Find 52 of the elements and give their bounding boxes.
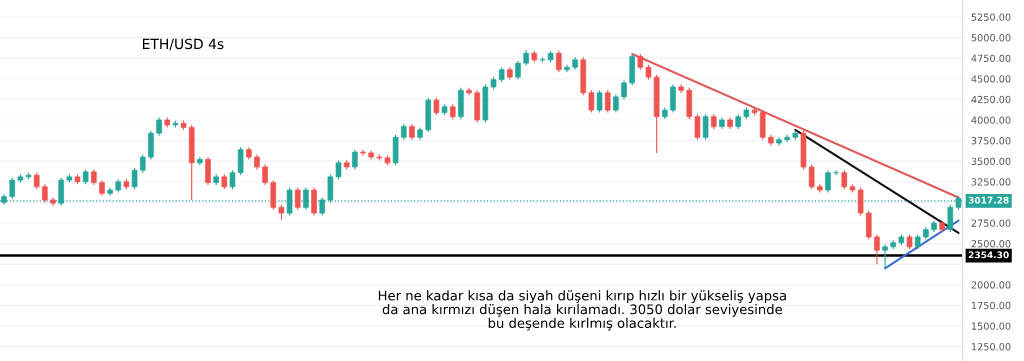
candlestick xyxy=(841,169,848,190)
candlestick xyxy=(311,186,317,217)
candlestick xyxy=(335,159,342,180)
candlestick xyxy=(564,64,570,73)
candlestick xyxy=(156,116,162,137)
candlestick xyxy=(882,243,888,269)
candlestick xyxy=(515,60,521,81)
candlestick xyxy=(621,79,627,100)
candlestick xyxy=(555,50,562,73)
candlestick xyxy=(865,210,872,241)
candlestick xyxy=(148,130,154,161)
y-tick-label: 2750.00 xyxy=(971,219,1011,227)
candlestick xyxy=(229,169,236,190)
y-tick-label: 1500.00 xyxy=(971,322,1011,330)
candlestick xyxy=(874,233,880,265)
candlestick xyxy=(808,163,815,190)
candlestick xyxy=(466,87,472,96)
y-tick-label: 4500.00 xyxy=(971,75,1011,83)
y-tick-label: 3500.00 xyxy=(971,157,1011,166)
candlestick xyxy=(833,169,839,176)
y-tick-label: 2500.00 xyxy=(971,240,1011,248)
candlestick xyxy=(588,89,595,114)
candlestick xyxy=(694,113,701,141)
candlestick xyxy=(352,149,358,170)
candlestick xyxy=(670,83,676,114)
y-tick-label: 3750.00 xyxy=(971,137,1011,145)
candlestick xyxy=(262,163,268,186)
y-tick-label: 1250.00 xyxy=(971,343,1011,351)
candlestick xyxy=(294,186,301,211)
y-tick-label: 4250.00 xyxy=(971,95,1011,104)
candlestick xyxy=(613,93,619,114)
candlestick xyxy=(825,169,831,194)
candlestick xyxy=(702,113,709,141)
y-tick-label: 1750.00 xyxy=(971,301,1011,310)
y-tick-label: 5000.00 xyxy=(971,34,1011,42)
candlestick xyxy=(947,204,954,233)
y-tick-label: 5250.00 xyxy=(971,13,1011,21)
candlestick xyxy=(604,89,611,114)
candlestick xyxy=(596,89,603,114)
candlestick xyxy=(131,167,138,190)
candlestick xyxy=(237,146,244,176)
candlestick xyxy=(205,156,211,186)
annotation: Her ne kadar kısa da siyah düşeni kırıp hızlı bir yükseliş yapsa da ana kırmızı düşen hala kırılamadı. 3050 dolar seviyesinde bu deşende kırlmış olacaktır. xyxy=(378,290,786,331)
ref-line-label: 2354.30 xyxy=(968,251,1009,259)
candlestick xyxy=(139,154,146,174)
candlestick xyxy=(42,183,48,203)
y-tick-label: 4750.00 xyxy=(971,54,1011,63)
y-tick-label: 3250.00 xyxy=(971,178,1011,186)
y-tick-label: 2000.00 xyxy=(971,281,1011,289)
text: ETH/USD 4s xyxy=(142,38,224,51)
ref-line-label: 3017.28 xyxy=(968,196,1009,204)
y-tick-label: 4000.00 xyxy=(971,116,1011,124)
